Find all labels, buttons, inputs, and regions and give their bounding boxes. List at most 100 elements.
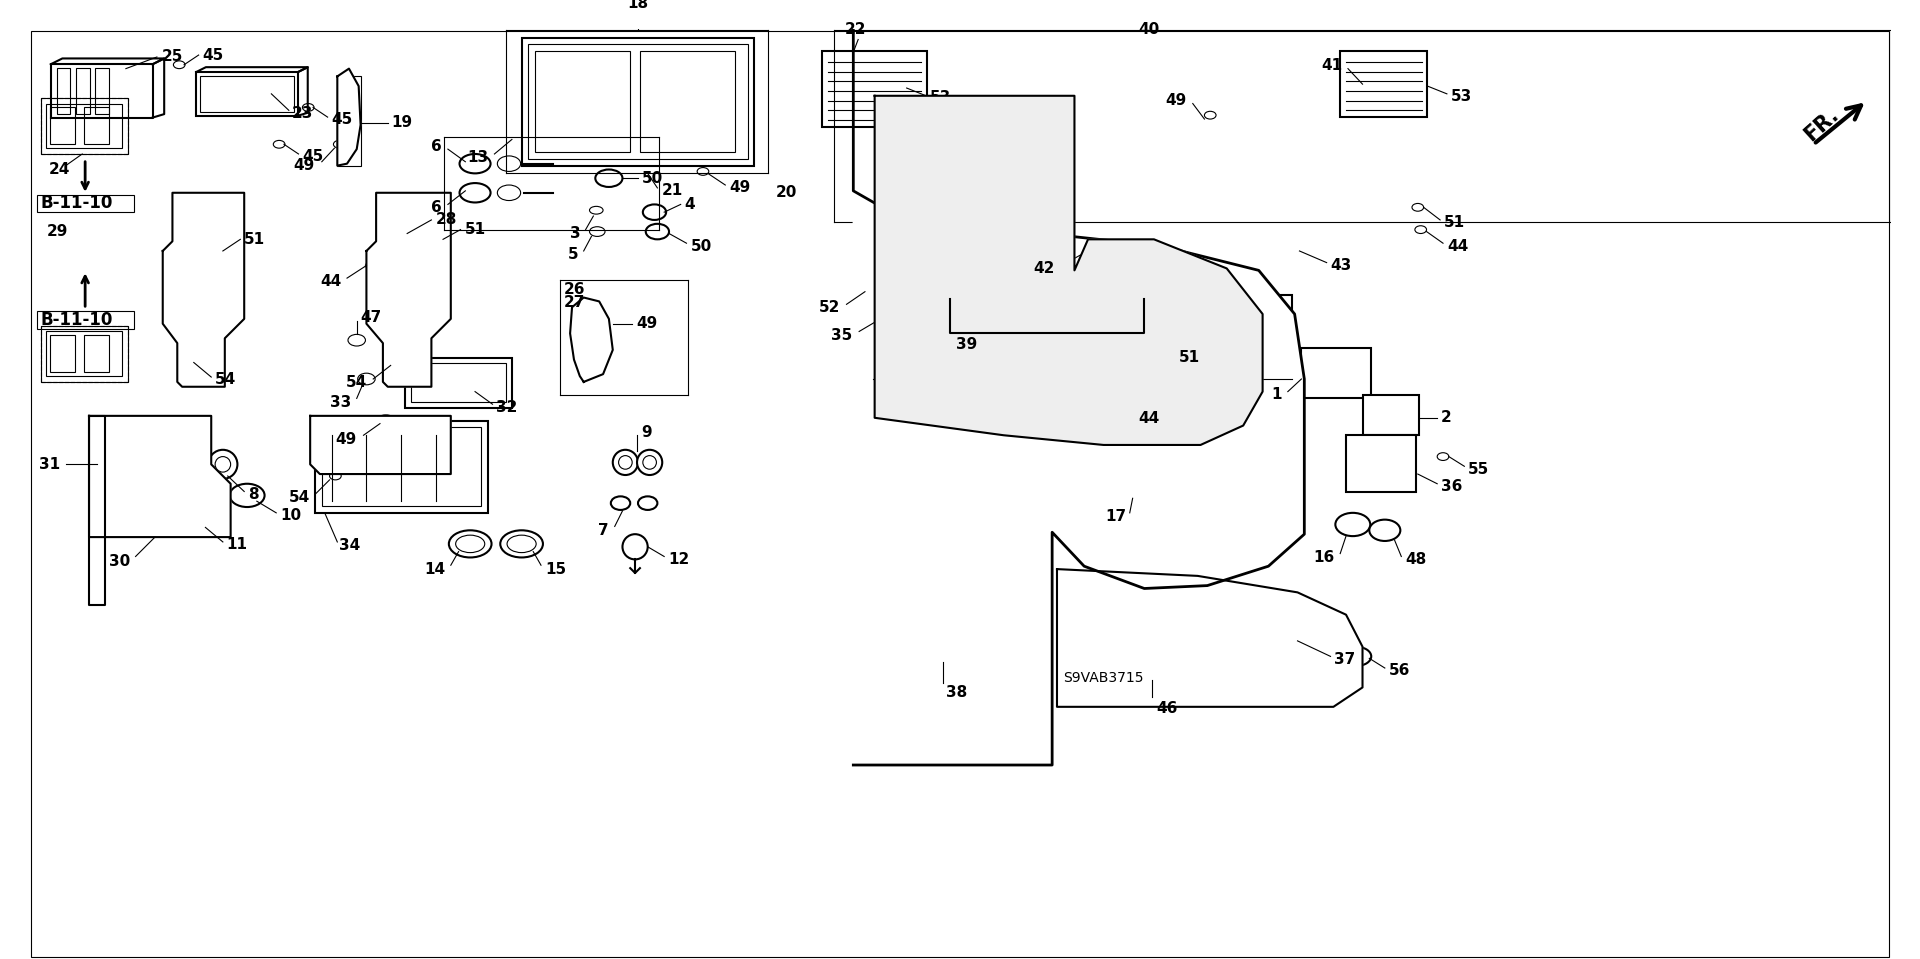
Text: 35: 35: [831, 328, 852, 343]
Ellipse shape: [459, 154, 492, 174]
Bar: [36, 195, 134, 212]
Bar: [77, 68, 90, 114]
Text: 33: 33: [330, 395, 351, 409]
Bar: [40, 98, 129, 154]
Text: 12: 12: [668, 551, 689, 567]
Polygon shape: [1058, 569, 1363, 707]
Text: 52: 52: [818, 300, 839, 315]
Text: 14: 14: [424, 562, 445, 576]
Text: 9: 9: [641, 425, 651, 440]
Text: 17: 17: [1106, 509, 1127, 525]
Ellipse shape: [643, 204, 666, 220]
Ellipse shape: [376, 415, 396, 427]
Text: 49: 49: [730, 180, 751, 196]
Ellipse shape: [348, 335, 365, 346]
Bar: [1340, 51, 1427, 117]
Polygon shape: [88, 416, 230, 537]
Ellipse shape: [1438, 453, 1450, 460]
Text: 51: 51: [465, 222, 486, 237]
Text: 55: 55: [1469, 461, 1490, 477]
Bar: [528, 44, 747, 159]
Bar: [40, 326, 129, 382]
Text: B-11-10: B-11-10: [40, 195, 113, 213]
Text: 31: 31: [38, 456, 60, 472]
Text: 45: 45: [332, 111, 353, 127]
Text: 43: 43: [1331, 258, 1352, 273]
Text: 51: 51: [1179, 350, 1200, 365]
Text: 2: 2: [1442, 410, 1452, 425]
Polygon shape: [876, 96, 1263, 445]
Text: 27: 27: [563, 294, 586, 310]
Ellipse shape: [357, 373, 374, 385]
Circle shape: [612, 450, 637, 475]
Bar: [196, 72, 298, 116]
Text: 23: 23: [292, 105, 313, 121]
Polygon shape: [852, 30, 1304, 765]
Text: 10: 10: [280, 508, 301, 524]
Text: 8: 8: [248, 487, 259, 502]
Text: 54: 54: [346, 375, 367, 390]
Text: 26: 26: [563, 282, 586, 297]
Ellipse shape: [334, 140, 346, 148]
Text: 3: 3: [570, 226, 580, 241]
Bar: [200, 76, 294, 112]
Bar: [1363, 394, 1419, 435]
Text: FR.: FR.: [1801, 105, 1843, 145]
Text: 50: 50: [641, 171, 662, 186]
Text: 32: 32: [497, 400, 518, 414]
Ellipse shape: [173, 60, 184, 69]
Bar: [522, 37, 755, 166]
Text: 56: 56: [1388, 664, 1409, 678]
Text: 1: 1: [1271, 387, 1283, 402]
Ellipse shape: [1369, 520, 1400, 541]
Bar: [36, 311, 134, 329]
Polygon shape: [88, 416, 104, 605]
Text: 19: 19: [392, 115, 413, 130]
Bar: [84, 107, 109, 144]
Bar: [1346, 435, 1415, 492]
Bar: [1302, 348, 1371, 398]
Ellipse shape: [589, 206, 603, 214]
Ellipse shape: [330, 472, 342, 480]
Text: 30: 30: [109, 554, 131, 569]
Text: 24: 24: [50, 162, 71, 177]
Bar: [405, 358, 513, 409]
Text: 49: 49: [1165, 93, 1187, 108]
Bar: [96, 68, 109, 114]
Ellipse shape: [432, 238, 444, 246]
Circle shape: [622, 534, 647, 559]
Ellipse shape: [645, 223, 668, 240]
Text: 34: 34: [340, 538, 361, 553]
Bar: [639, 51, 735, 152]
Ellipse shape: [303, 104, 315, 111]
Bar: [1108, 467, 1158, 499]
Ellipse shape: [230, 483, 265, 507]
Ellipse shape: [1411, 203, 1423, 211]
Ellipse shape: [1204, 111, 1215, 119]
Bar: [50, 336, 75, 372]
Ellipse shape: [449, 530, 492, 557]
Ellipse shape: [611, 497, 630, 510]
Text: B-11-10: B-11-10: [40, 311, 113, 329]
Ellipse shape: [1340, 646, 1371, 667]
Text: 5: 5: [568, 247, 578, 263]
Text: 41: 41: [1321, 58, 1342, 73]
Ellipse shape: [595, 170, 622, 187]
Text: 22: 22: [845, 22, 866, 36]
Text: 15: 15: [545, 562, 566, 576]
Circle shape: [196, 508, 215, 527]
Text: 44: 44: [1139, 411, 1160, 426]
Text: 50: 50: [691, 239, 712, 253]
Polygon shape: [311, 416, 451, 474]
Ellipse shape: [182, 356, 194, 363]
Ellipse shape: [365, 262, 376, 269]
Text: 28: 28: [436, 213, 457, 227]
Ellipse shape: [1415, 225, 1427, 233]
Text: 49: 49: [294, 158, 315, 174]
Text: 46: 46: [1156, 701, 1177, 716]
Text: 4: 4: [685, 197, 695, 212]
Text: 7: 7: [599, 523, 609, 538]
Text: 45: 45: [303, 150, 324, 164]
Text: 44: 44: [1448, 239, 1469, 253]
Bar: [56, 68, 71, 114]
